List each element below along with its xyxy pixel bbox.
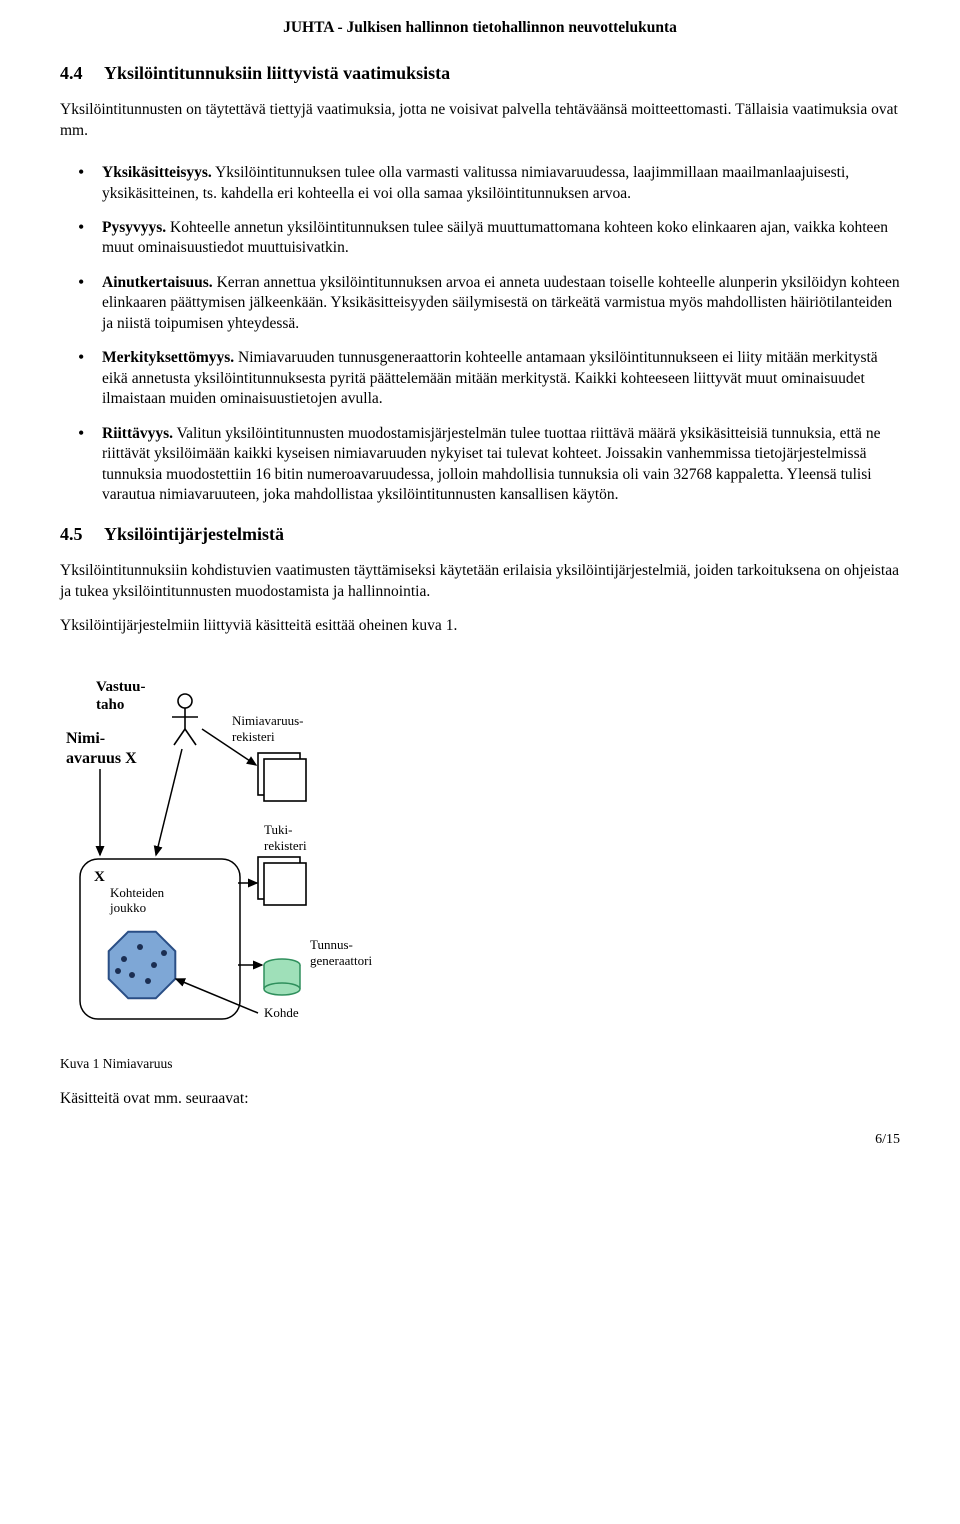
- term: Yksikäsitteisyys.: [102, 164, 212, 181]
- tuki-rekisteri-icon: [258, 857, 306, 905]
- section-4-5-heading: 4.5Yksilöintijärjestelmistä: [60, 523, 900, 547]
- term-text: Valitun yksilöintitunnusten muodostamisj…: [102, 425, 880, 503]
- term: Pysyvyys.: [102, 219, 166, 236]
- requirements-list: Yksikäsitteisyys. Yksilöintitunnuksen tu…: [60, 163, 900, 505]
- section-4-5-p1: Yksilöintitunnuksiin kohdistuvien vaatim…: [60, 561, 900, 602]
- section-title: Yksilöintitunnuksiin liittyvistä vaatimu…: [104, 63, 450, 83]
- term-text: Yksilöintitunnuksen tulee olla varmasti …: [102, 164, 849, 201]
- kohde-octagon: [109, 931, 176, 998]
- label-nimiavaruus-rek-1: Nimiavaruus-: [232, 713, 303, 728]
- label-vastuutaho-2: taho: [96, 697, 124, 713]
- list-item: Yksikäsitteisyys. Yksilöintitunnuksen tu…: [102, 163, 900, 204]
- list-item: Riittävyys. Valitun yksilöintitunnusten …: [102, 424, 900, 506]
- section-4-4-intro: Yksilöintitunnusten on täytettävä tietty…: [60, 100, 900, 141]
- label-nimiavaruus-2: avaruus X: [66, 750, 137, 767]
- tunnusgeneraattori-icon: [264, 959, 300, 995]
- label-tunnus-2: generaattori: [310, 953, 372, 968]
- section-4-5-p2: Yksilöintijärjestelmiin liittyviä käsitt…: [60, 616, 900, 636]
- nimiavaruus-rekisteri-icon: [258, 753, 306, 801]
- figure-1: X Kohteiden joukko Vastuu- taho Nimi- av…: [60, 669, 900, 1035]
- label-vastuutaho-1: Vastuu-: [96, 679, 145, 695]
- stickman-icon: [172, 694, 198, 745]
- section-number: 4.5: [60, 523, 104, 547]
- list-item: Pysyvyys. Kohteelle annetun yksilöintitu…: [102, 218, 900, 259]
- term: Merkityksettömyys.: [102, 349, 234, 366]
- term: Riittävyys.: [102, 425, 173, 442]
- nimiavaruus-diagram: X Kohteiden joukko Vastuu- taho Nimi- av…: [60, 669, 410, 1029]
- label-tuki-1: Tuki-: [264, 822, 292, 837]
- label-kohteiden: Kohteiden: [110, 885, 165, 900]
- label-nimiavaruus-1: Nimi-: [66, 730, 105, 747]
- figure-caption: Kuva 1 Nimiavaruus: [60, 1055, 900, 1073]
- term-text: Kohteelle annetun yksilöintitunnuksen tu…: [102, 219, 888, 256]
- section-number: 4.4: [60, 62, 104, 86]
- term-text: Kerran annettua yksilöintitunnuksen arvo…: [102, 274, 900, 332]
- label-tunnus-1: Tunnus-: [310, 937, 353, 952]
- list-item: Merkityksettömyys. Nimiavaruuden tunnusg…: [102, 348, 900, 409]
- term: Ainutkertaisuus.: [102, 274, 213, 291]
- label-nimiavaruus-rek-2: rekisteri: [232, 729, 275, 744]
- label-tuki-2: rekisteri: [264, 838, 307, 853]
- page-number: 6/15: [60, 1131, 900, 1149]
- page-header: JUHTA - Julkisen hallinnon tietohallinno…: [60, 18, 900, 38]
- section-title: Yksilöintijärjestelmistä: [104, 524, 284, 544]
- list-item: Ainutkertaisuus. Kerran annettua yksilöi…: [102, 273, 900, 334]
- label-kohde: Kohde: [264, 1005, 299, 1020]
- outro-text: Käsitteitä ovat mm. seuraavat:: [60, 1089, 900, 1109]
- label-joukko: joukko: [109, 900, 146, 915]
- label-x: X: [94, 869, 105, 885]
- section-4-4-heading: 4.4Yksilöintitunnuksiin liittyvistä vaat…: [60, 62, 900, 86]
